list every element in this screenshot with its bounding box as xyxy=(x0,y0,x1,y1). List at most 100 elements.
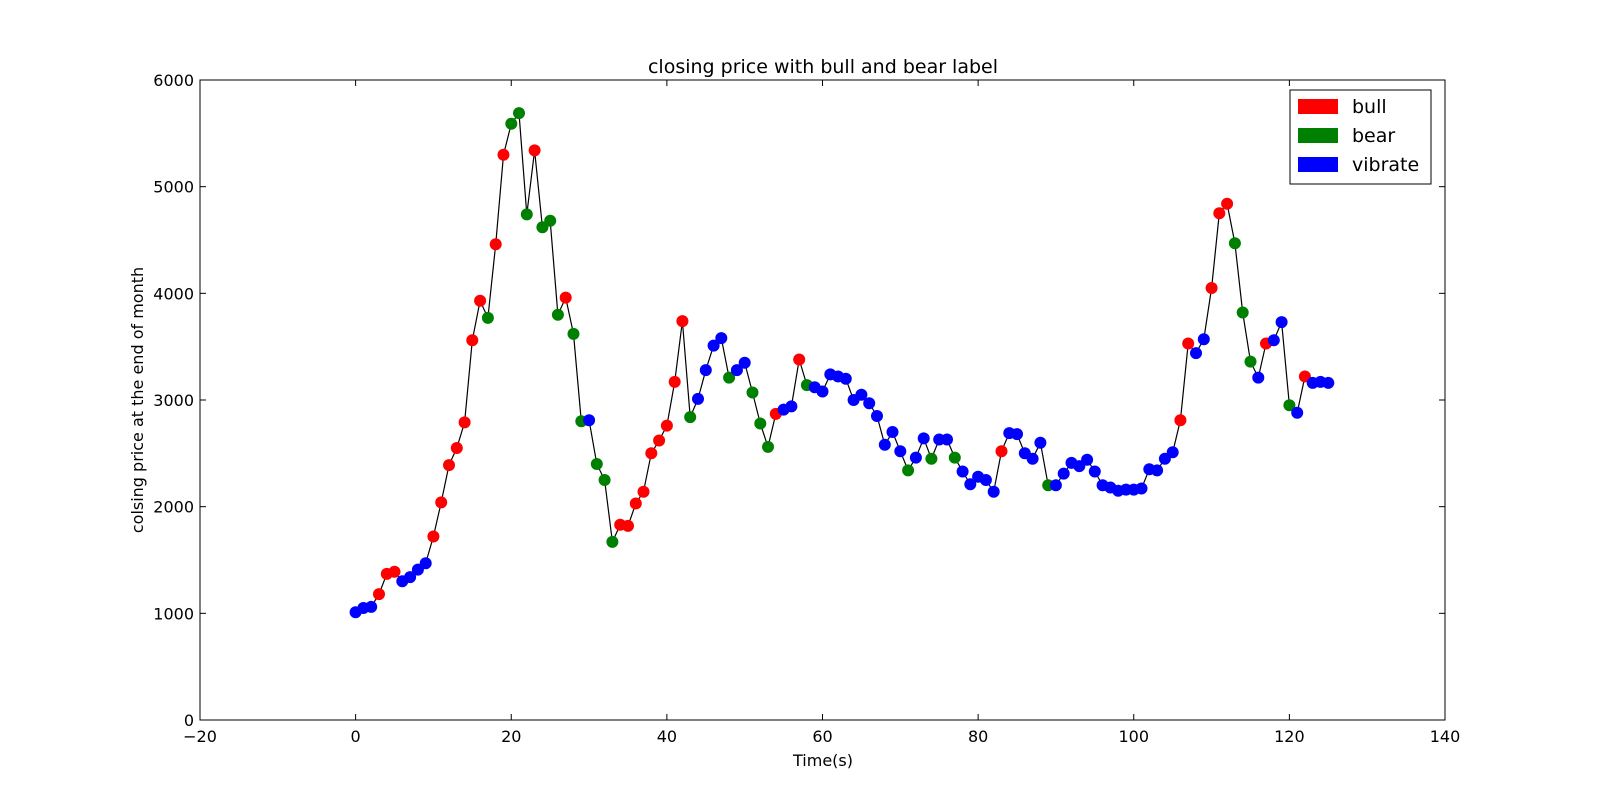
data-point-bull xyxy=(388,565,401,578)
data-point-bear xyxy=(590,458,603,470)
data-point-vibrate xyxy=(1049,479,1062,492)
data-point-vibrate xyxy=(979,474,992,486)
data-point-vibrate xyxy=(855,388,868,401)
y-axis-label: colsing price at the end of month xyxy=(128,267,147,533)
chart-title: closing price with bull and bear label xyxy=(648,56,998,78)
data-point-vibrate xyxy=(1135,482,1148,495)
x-tick-label: 100 xyxy=(1118,727,1149,746)
data-point-bull xyxy=(474,294,487,307)
data-point-bull xyxy=(676,315,689,328)
data-point-vibrate xyxy=(715,332,728,345)
x-tick-label: 60 xyxy=(812,727,832,746)
data-point-vibrate xyxy=(1034,436,1047,449)
x-axis-label: Time(s) xyxy=(792,751,853,770)
data-point-bull xyxy=(668,375,681,388)
data-point-vibrate xyxy=(863,397,876,410)
data-point-vibrate xyxy=(839,372,852,385)
data-point-bear xyxy=(684,411,697,424)
data-point-bull xyxy=(995,445,1008,458)
x-tick-label: −20 xyxy=(183,727,217,746)
x-tick-label: 140 xyxy=(1430,727,1461,746)
data-point-vibrate xyxy=(1275,316,1288,329)
data-point-bear xyxy=(505,117,518,130)
data-point-bull xyxy=(645,447,658,460)
data-point-bull xyxy=(1205,282,1218,294)
data-point-vibrate xyxy=(1291,406,1304,419)
data-point-vibrate xyxy=(941,433,953,446)
legend-label-bull: bull xyxy=(1352,96,1387,118)
data-point-bull xyxy=(637,485,650,498)
x-tick-label: 40 xyxy=(657,727,677,746)
data-point-bull xyxy=(793,353,806,366)
data-point-bull xyxy=(629,497,642,510)
data-point-vibrate xyxy=(917,432,930,445)
x-axis: −20 0 20 40 60 80 100 120 140 xyxy=(183,80,1460,746)
data-point-vibrate xyxy=(886,426,899,438)
x-tick-label: 0 xyxy=(351,727,361,746)
data-point-vibrate xyxy=(583,414,596,427)
y-tick-label: 0 xyxy=(184,711,194,730)
data-point-bear xyxy=(1244,355,1257,368)
legend-swatch-bull xyxy=(1298,99,1338,114)
y-axis: 0 1000 2000 3000 4000 5000 6000 xyxy=(153,71,1445,730)
data-point-vibrate xyxy=(404,571,417,584)
plot-frame xyxy=(199,79,1446,721)
x-tick-label: 120 xyxy=(1274,727,1305,746)
data-point-bull xyxy=(653,434,666,447)
data-point-vibrate xyxy=(699,364,712,377)
data-points xyxy=(349,107,1335,619)
data-point-vibrate xyxy=(964,478,977,491)
data-point-bull xyxy=(450,442,463,454)
data-point-bull xyxy=(1213,207,1226,220)
data-point-vibrate xyxy=(871,410,883,422)
data-point-bull xyxy=(489,238,502,251)
data-point-vibrate xyxy=(419,557,432,570)
data-point-bear xyxy=(723,371,736,384)
data-point-bear xyxy=(598,474,611,486)
data-point-bull xyxy=(443,459,455,472)
data-point-vibrate xyxy=(1166,446,1179,459)
y-tick-label: 4000 xyxy=(153,284,194,303)
data-point-vibrate xyxy=(1081,453,1094,466)
data-point-vibrate xyxy=(1267,334,1280,347)
data-point-bear xyxy=(551,308,564,321)
y-tick-label: 2000 xyxy=(153,498,194,517)
data-point-vibrate xyxy=(365,600,378,613)
data-point-vibrate xyxy=(1322,376,1335,389)
data-point-bear xyxy=(948,451,961,464)
y-tick-label: 3000 xyxy=(153,391,194,410)
y-tick-label: 6000 xyxy=(153,71,194,90)
data-point-vibrate xyxy=(816,385,829,398)
data-point-vibrate xyxy=(987,485,1000,498)
data-point-bull xyxy=(528,144,541,157)
data-point-vibrate xyxy=(738,356,751,369)
data-point-bear xyxy=(1236,306,1249,319)
data-point-vibrate xyxy=(956,465,969,478)
data-point-bear xyxy=(481,311,494,324)
data-point-bear xyxy=(902,464,915,477)
data-point-vibrate xyxy=(692,392,704,405)
data-point-bull xyxy=(1174,414,1187,427)
data-point-vibrate xyxy=(878,438,891,451)
data-point-bull xyxy=(497,148,510,161)
legend-swatch-bear xyxy=(1298,128,1338,143)
y-tick-label: 1000 xyxy=(153,604,194,623)
data-point-vibrate xyxy=(730,364,743,377)
data-point-bull xyxy=(458,416,471,429)
data-point-vibrate xyxy=(1026,452,1039,465)
data-point-bear xyxy=(754,417,767,430)
data-point-vibrate xyxy=(1190,347,1202,360)
data-point-bear xyxy=(544,214,557,227)
data-point-bear xyxy=(746,386,759,399)
data-point-vibrate xyxy=(1088,465,1101,478)
data-point-vibrate xyxy=(1197,333,1210,346)
legend-label-bear: bear xyxy=(1352,125,1395,147)
data-point-bear xyxy=(567,327,580,340)
data-point-bull xyxy=(1182,337,1195,350)
legend-label-vibrate: vibrate xyxy=(1352,154,1419,176)
data-point-bear xyxy=(1283,399,1296,412)
data-point-bull xyxy=(1221,197,1234,210)
x-tick-label: 80 xyxy=(968,727,988,746)
data-point-bull xyxy=(622,519,634,532)
